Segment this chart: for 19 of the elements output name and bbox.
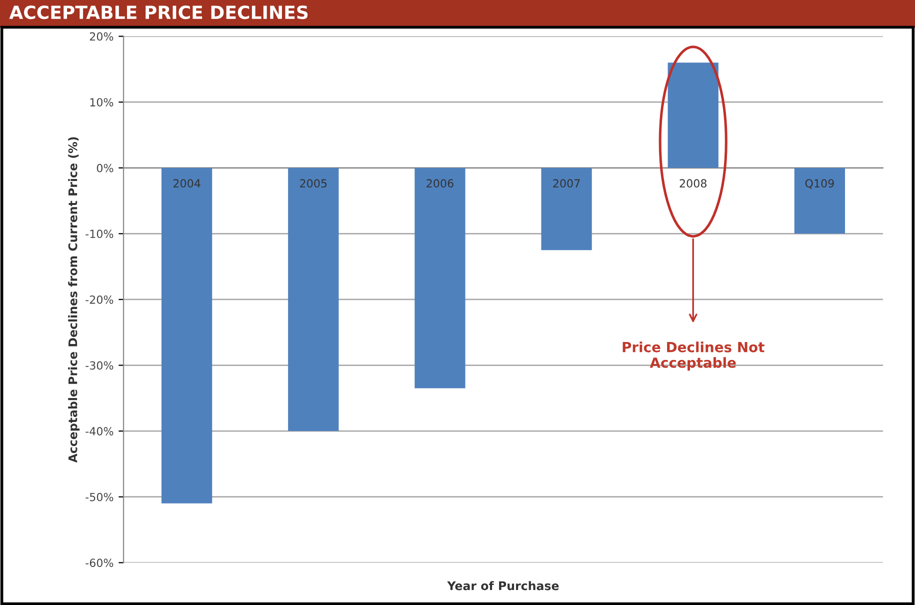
y-tick-label: -20% — [86, 295, 114, 304]
x-tick-label: 2005 — [300, 179, 327, 188]
chart-title: ACCEPTABLE PRICE DECLINES — [9, 5, 308, 20]
y-tick-label: 10% — [90, 98, 114, 106]
x-axis-title: Year of Purchase — [447, 581, 559, 590]
x-tick-label: 2008 — [680, 179, 706, 188]
y-tick-label: -40% — [86, 427, 114, 436]
y-tick-label: -10% — [86, 230, 114, 238]
y-tick-label: -50% — [86, 492, 114, 502]
x-tick-label: 2004 — [173, 179, 200, 188]
y-axis-title: Acceptable Price Declines from Current Price (%) — [68, 137, 80, 463]
annotation: Price Declines Not Acceptable — [622, 342, 764, 371]
y-tick-label: 20% — [90, 32, 114, 41]
y-tick-label: 0% — [96, 164, 114, 172]
y-tick-label: -60% — [86, 558, 114, 568]
x-tick-label: 2007 — [553, 179, 580, 188]
y-tick-label: -30% — [86, 361, 114, 370]
x-tick-label: Q109 — [805, 179, 834, 189]
x-tick-label: 2006 — [426, 179, 454, 188]
